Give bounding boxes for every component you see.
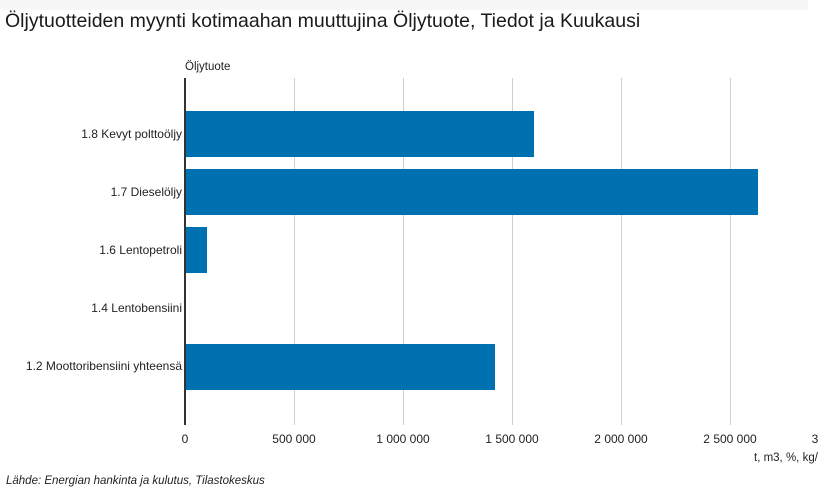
chart-title: Öljytuotteiden myynti kotimaahan muuttuj… <box>5 10 641 32</box>
top-band <box>0 0 808 10</box>
x-tick-label: 2 500 000 <box>703 432 757 446</box>
source-note: Lähde: Energian hankinta ja kulutus, Til… <box>6 475 265 487</box>
category-label: 1.2 Moottoribensiini yhteensä <box>25 359 182 373</box>
x-tick-label: 500 000 <box>272 432 316 446</box>
x-tick-label: 3 <box>811 432 819 446</box>
gridline <box>512 78 513 425</box>
bar <box>185 111 534 157</box>
y-axis-line <box>184 78 186 425</box>
category-label: 1.6 Lentopetroli <box>99 243 182 257</box>
bar <box>185 169 759 215</box>
gridline <box>403 78 404 425</box>
x-tick-label: 0 <box>181 432 189 446</box>
category-label: 1.4 Lentobensiini <box>91 301 182 315</box>
bar <box>185 227 207 273</box>
y-axis-title: Öljytuote <box>185 61 231 73</box>
bar <box>185 344 495 390</box>
category-label: 1.8 Kevyt polttoöljy <box>81 127 182 141</box>
category-label: 1.7 Dieselöljy <box>110 185 182 199</box>
gridline <box>294 78 295 425</box>
x-axis-unit-label: t, m3, %, kg/ <box>754 452 818 464</box>
gridline <box>621 78 622 425</box>
x-tick-label: 1 000 000 <box>376 432 430 446</box>
x-tick-label: 2 000 000 <box>594 432 648 446</box>
gridline <box>730 78 731 425</box>
x-tick-label: 1 500 000 <box>485 432 539 446</box>
